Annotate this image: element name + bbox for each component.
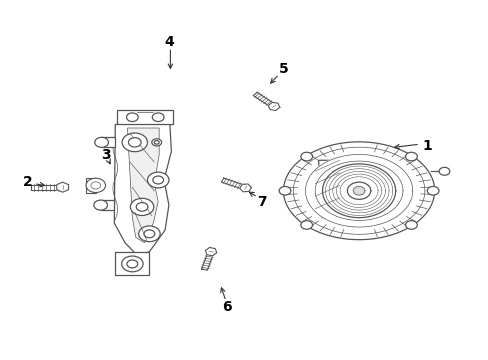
Polygon shape xyxy=(205,247,216,256)
Polygon shape xyxy=(57,182,68,192)
Circle shape xyxy=(86,178,105,193)
Circle shape xyxy=(136,203,148,211)
Text: 4: 4 xyxy=(163,35,173,49)
Circle shape xyxy=(279,186,290,195)
Text: 6: 6 xyxy=(222,300,232,314)
Polygon shape xyxy=(115,252,149,275)
Polygon shape xyxy=(293,147,424,234)
Circle shape xyxy=(94,200,107,210)
Text: 1: 1 xyxy=(422,139,431,153)
Circle shape xyxy=(153,176,163,184)
Polygon shape xyxy=(116,110,172,125)
Circle shape xyxy=(130,198,154,216)
Circle shape xyxy=(300,221,312,229)
Polygon shape xyxy=(253,92,275,108)
Circle shape xyxy=(405,152,416,161)
Polygon shape xyxy=(201,251,213,270)
Circle shape xyxy=(154,140,159,144)
Polygon shape xyxy=(268,102,279,111)
Circle shape xyxy=(126,113,138,122)
Polygon shape xyxy=(114,125,171,255)
Polygon shape xyxy=(102,137,115,147)
Circle shape xyxy=(438,167,449,175)
Circle shape xyxy=(91,182,101,189)
Polygon shape xyxy=(305,154,412,227)
Circle shape xyxy=(122,256,143,272)
Circle shape xyxy=(147,172,168,188)
Polygon shape xyxy=(239,184,251,192)
Polygon shape xyxy=(318,160,340,218)
Circle shape xyxy=(95,137,108,147)
Polygon shape xyxy=(86,178,96,193)
Text: 7: 7 xyxy=(256,194,266,208)
Polygon shape xyxy=(101,200,114,210)
Polygon shape xyxy=(127,128,159,243)
Text: 3: 3 xyxy=(101,148,110,162)
Circle shape xyxy=(122,133,147,152)
Polygon shape xyxy=(352,186,364,195)
Polygon shape xyxy=(346,182,370,199)
Circle shape xyxy=(128,138,141,147)
Circle shape xyxy=(152,139,161,146)
Text: 5: 5 xyxy=(278,62,288,76)
Polygon shape xyxy=(31,185,62,190)
Polygon shape xyxy=(221,178,246,190)
Circle shape xyxy=(405,221,416,229)
Circle shape xyxy=(152,113,163,122)
Polygon shape xyxy=(322,164,395,218)
Circle shape xyxy=(300,152,312,161)
Circle shape xyxy=(144,230,155,238)
Circle shape xyxy=(427,186,438,195)
Polygon shape xyxy=(283,142,434,240)
Circle shape xyxy=(139,226,160,242)
Text: 2: 2 xyxy=(22,175,32,189)
Circle shape xyxy=(127,260,138,268)
